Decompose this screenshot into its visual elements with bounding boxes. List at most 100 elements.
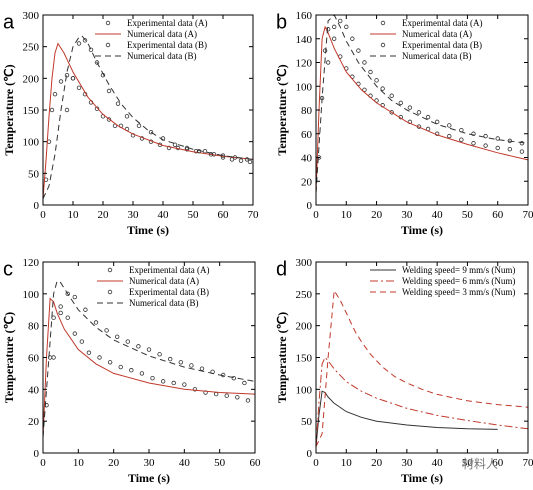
legend-entry-label: Numerical data (A) xyxy=(127,29,197,39)
data-point xyxy=(51,355,56,360)
legend-entry-label: Welding speed= 3 mm/s (Num) xyxy=(402,287,515,297)
y-tick-label: 200 xyxy=(23,73,40,85)
series-line-4 xyxy=(315,14,529,194)
panel-letter: c xyxy=(3,259,13,281)
data-point xyxy=(425,114,431,120)
data-point xyxy=(148,129,154,135)
panel-c: c 0 10 20 30 40 50 60 0 20 40 60 80 100 120 Time (s) Tem… xyxy=(2,257,261,485)
data-point xyxy=(231,375,236,381)
data-point xyxy=(495,145,500,151)
data-point xyxy=(380,86,385,91)
legend-entry-label: Experimental data (A) xyxy=(402,18,482,28)
legend-entry-label: Experimental data (A) xyxy=(129,265,209,275)
series-line-1 xyxy=(315,390,498,447)
series-line-3 xyxy=(315,289,529,447)
data-point xyxy=(368,69,373,75)
legend-entry-label: Experimental data (B) xyxy=(402,40,482,50)
y-tick-label: 40 xyxy=(301,153,313,165)
y-tick-label: 0 xyxy=(34,200,40,212)
y-tick-label: 120 xyxy=(296,58,313,70)
data-point xyxy=(65,291,70,297)
data-point xyxy=(224,393,229,398)
data-point xyxy=(83,307,88,312)
data-point xyxy=(76,41,82,46)
data-point xyxy=(350,36,355,41)
data-point xyxy=(79,339,85,344)
legend-entry-label: Numerical data (A) xyxy=(129,276,199,286)
y-axis-title: Temperature (℃) xyxy=(2,312,16,403)
data-point xyxy=(118,364,123,370)
y-tick-label: 100 xyxy=(296,384,313,396)
data-point xyxy=(416,110,422,115)
data-point xyxy=(114,334,120,340)
data-point xyxy=(129,368,134,373)
data-point xyxy=(507,146,513,152)
y-tick-label: 20 xyxy=(301,176,313,188)
x-tick-label: 60 xyxy=(250,457,262,469)
legend-entry-label: Numerical data (B) xyxy=(129,298,198,308)
data-point xyxy=(331,24,337,30)
y-tick-label: 200 xyxy=(296,321,313,333)
data-point xyxy=(58,310,63,316)
data-point xyxy=(160,379,166,384)
y-axis-title: Temperature (℃) xyxy=(2,64,16,155)
data-point xyxy=(49,107,55,113)
y-tick-label: 20 xyxy=(28,416,40,428)
data-point xyxy=(51,315,56,320)
x-axis-title: Time (s) xyxy=(401,223,443,237)
data-point xyxy=(192,387,198,392)
data-point xyxy=(106,88,112,94)
y-tick-label: 250 xyxy=(23,42,40,54)
y-tick-label: 80 xyxy=(301,105,313,117)
data-point xyxy=(344,24,349,30)
data-point xyxy=(356,48,361,53)
data-point xyxy=(407,105,413,110)
data-point xyxy=(322,48,328,53)
series-line-4 xyxy=(42,35,254,199)
data-point xyxy=(247,159,253,165)
series-line-2 xyxy=(315,25,529,194)
data-point xyxy=(495,136,500,141)
watermark-text: 材料人 xyxy=(462,457,498,471)
legend-entry-label: Welding speed= 6 mm/s (Num) xyxy=(402,276,515,286)
data-point xyxy=(203,390,208,395)
series-line-2 xyxy=(315,356,529,447)
y-tick-label: 100 xyxy=(23,137,40,149)
x-axis-title: Time (s) xyxy=(127,223,169,237)
data-point xyxy=(471,141,476,146)
data-point xyxy=(362,87,367,93)
y-tick-label: 300 xyxy=(296,257,313,269)
data-point xyxy=(72,331,77,336)
legend-entry-label: Numerical data (B) xyxy=(127,51,196,61)
data-point xyxy=(459,137,464,142)
legend-entry-label: Numerical data (A) xyxy=(402,29,472,39)
data-point xyxy=(362,60,367,65)
y-tick-label: 100 xyxy=(296,81,313,93)
data-point xyxy=(52,91,58,97)
legend-entry-label: Experimental data (A) xyxy=(127,18,207,28)
x-tick-label: 0 xyxy=(40,209,46,221)
data-point xyxy=(150,375,155,381)
data-point xyxy=(483,143,488,148)
legend-swatch-point xyxy=(380,20,386,26)
data-point xyxy=(72,294,77,300)
y-axis-title: Temperature (℃) xyxy=(275,64,289,155)
data-point xyxy=(139,371,145,376)
y-axis-title: Temperature (℃) xyxy=(275,312,289,403)
y-tick-label: 60 xyxy=(28,353,40,365)
x-tick-label: 40 xyxy=(432,457,444,469)
x-tick-label: 60 xyxy=(492,457,504,469)
series-line-2 xyxy=(42,297,256,438)
data-point xyxy=(70,76,76,81)
data-point xyxy=(124,114,130,119)
x-tick-label: 30 xyxy=(128,209,140,221)
data-point xyxy=(182,382,187,387)
x-tick-label: 50 xyxy=(462,457,474,469)
data-point xyxy=(398,100,403,106)
data-point xyxy=(483,133,488,139)
data-point xyxy=(245,398,251,403)
x-tick-label: 20 xyxy=(371,457,383,469)
legend-entry-label: Welding speed= 9 mm/s (Num) xyxy=(402,265,515,275)
data-point xyxy=(178,360,183,365)
